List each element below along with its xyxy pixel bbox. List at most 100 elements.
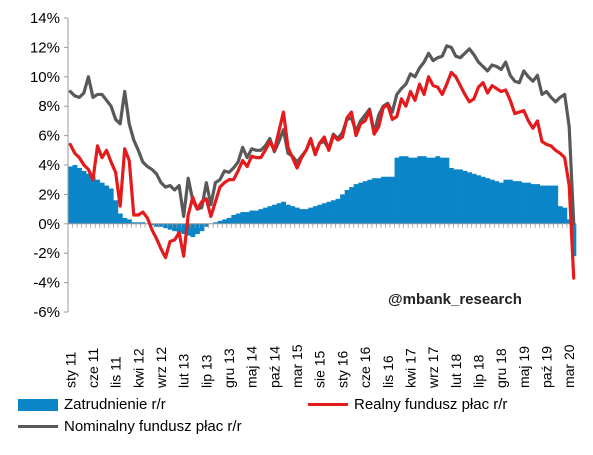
employment-bar	[231, 214, 237, 224]
employment-bar	[476, 175, 482, 224]
employment-bar	[149, 223, 155, 226]
employment-bar	[303, 209, 309, 224]
employment-bar	[471, 173, 477, 224]
employment-bar	[199, 223, 205, 232]
x-tick-label: lip 18	[470, 354, 486, 388]
employment-bar	[240, 212, 246, 224]
employment-bar	[222, 219, 228, 224]
employment-bar	[68, 166, 73, 224]
employment-bar	[331, 200, 336, 224]
employment-bar	[417, 156, 423, 224]
employment-bar	[122, 217, 128, 224]
x-tick-label: wrz 17	[425, 347, 441, 389]
employment-bar	[108, 188, 114, 224]
y-tick-label: 0%	[38, 216, 60, 233]
employment-bar	[426, 157, 432, 224]
employment-bar	[104, 185, 110, 224]
y-tick-label: 14%	[30, 10, 60, 27]
employment-bar	[117, 213, 123, 224]
employment-bar	[403, 156, 409, 224]
y-tick-label: 4%	[38, 157, 60, 174]
employment-bar	[489, 179, 495, 224]
employment-bar	[408, 157, 414, 224]
employment-bar	[113, 200, 119, 224]
x-tick-label: sty 16	[334, 350, 350, 388]
employment-bar	[498, 182, 504, 224]
employment-bar	[362, 181, 368, 224]
employment-bar	[539, 185, 545, 224]
legend-label-employment: Zatrudnienie r/r	[64, 396, 166, 413]
employment-bar	[131, 222, 137, 224]
y-tick-label: -2%	[33, 245, 60, 262]
employment-bar	[263, 207, 268, 224]
employment-bar	[453, 169, 459, 224]
x-tick-label: maj 19	[516, 346, 532, 388]
employment-bar	[195, 223, 200, 235]
employment-bar	[494, 181, 500, 224]
employment-bar	[258, 209, 264, 224]
employment-bar	[412, 157, 418, 224]
legend-item-nominal-wage: Nominalny fundusz płac r/r	[18, 418, 242, 435]
employment-bar	[317, 204, 323, 224]
legend-swatch-employment	[18, 398, 58, 411]
employment-bar	[140, 222, 146, 224]
x-tick-label: gru 13	[221, 348, 237, 388]
y-axis: -6% -4% -2% 0% 2% 4% 6% 8% 10% 12% 14%	[30, 10, 69, 321]
employment-bar	[462, 170, 468, 224]
employment-bar	[371, 178, 377, 224]
y-tick-label: -4%	[33, 275, 60, 292]
employment-bar	[99, 182, 105, 224]
employment-bar	[485, 178, 491, 224]
employment-bar	[285, 204, 291, 224]
x-tick-label: kwi 17	[402, 348, 418, 388]
legend-label-real-wage: Realny fundusz płac r/r	[354, 396, 508, 413]
employment-bar	[503, 179, 509, 224]
y-tick-label: 6%	[38, 128, 60, 145]
y-tick-label: -6%	[33, 304, 60, 321]
y-tick-label: 2%	[38, 186, 60, 203]
x-tick-label: lut 18	[448, 354, 464, 388]
employment-bar	[81, 170, 87, 224]
x-tick-label: lis 11	[108, 356, 124, 388]
employment-bar	[90, 176, 96, 224]
employment-bar	[521, 182, 527, 224]
employment-bar	[380, 176, 386, 224]
employment-bar	[349, 187, 355, 224]
employment-bar	[430, 157, 436, 224]
x-tick-label: lis 16	[380, 355, 396, 388]
x-tick-label: cze 11	[85, 348, 101, 388]
employment-bar	[553, 185, 559, 224]
legend-item-employment: Zatrudnienie r/r	[18, 396, 166, 413]
employment-bar	[281, 201, 287, 224]
x-tick-label: lip 13	[198, 354, 214, 388]
employment-bar	[217, 220, 223, 224]
employment-bar	[172, 223, 178, 232]
employment-bar	[213, 222, 218, 224]
employment-bar	[544, 185, 550, 224]
wage-lines	[68, 44, 576, 280]
employment-bar	[548, 185, 554, 224]
x-tick-label: mar 15	[289, 344, 305, 388]
employment-bar	[435, 156, 441, 224]
employment-bar	[226, 217, 232, 224]
employment-bar	[326, 201, 332, 224]
employment-bar	[526, 182, 531, 224]
employment-bar	[276, 203, 282, 224]
employment-bar	[126, 219, 132, 224]
employment-bar	[512, 181, 518, 224]
employment-bar	[86, 173, 91, 224]
x-tick-label: mar 20	[561, 344, 577, 388]
watermark-annotation: @mbank_research	[388, 291, 522, 308]
employment-bar	[235, 213, 241, 224]
employment-bar	[571, 223, 577, 257]
legend-swatch-nominal-wage	[18, 425, 58, 428]
y-tick-label: 8%	[38, 98, 60, 115]
employment-bar	[353, 184, 359, 224]
legend-label-nominal-wage: Nominalny fundusz płac r/r	[64, 418, 242, 435]
y-tick-label: 10%	[30, 69, 60, 86]
employment-bars	[68, 156, 577, 257]
employment-bar	[190, 223, 196, 238]
employment-bar	[253, 210, 259, 224]
employment-bar	[204, 223, 209, 227]
x-tick-label: sie 15	[312, 350, 328, 388]
